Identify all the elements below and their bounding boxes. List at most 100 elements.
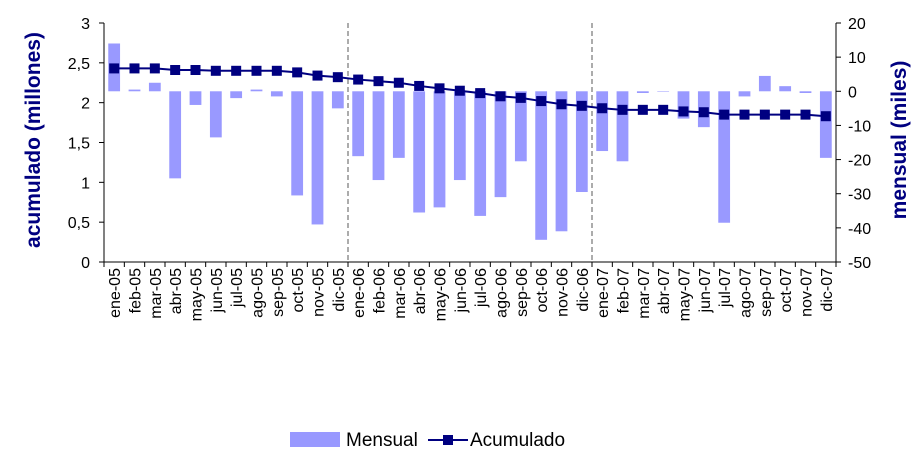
right-axis-title: mensual (miles) bbox=[888, 61, 911, 220]
bar-mensual-mar-07 bbox=[636, 91, 649, 93]
bar-mensual-mar-05 bbox=[148, 82, 161, 92]
x-tick-label-oct-07: oct-07 bbox=[778, 268, 795, 313]
marker-acumulado-oct-05 bbox=[292, 67, 303, 78]
bar-mensual-jul-07 bbox=[718, 91, 731, 223]
period-separators bbox=[347, 23, 593, 262]
right-tick-label: -40 bbox=[848, 221, 871, 238]
x-tick-label-may-05: may-05 bbox=[189, 268, 206, 321]
bar-mensual-may-06 bbox=[433, 91, 446, 208]
marker-acumulado-may-07 bbox=[678, 106, 689, 117]
x-tick-label-ago-06: ago-06 bbox=[494, 268, 511, 318]
x-tick-label-feb-05: feb-05 bbox=[128, 268, 145, 313]
marker-acumulado-ago-06 bbox=[495, 91, 506, 102]
marker-acumulado-dic-06 bbox=[576, 100, 587, 111]
legend-marker-acumulado bbox=[443, 435, 453, 445]
left-tick-label: 0 bbox=[81, 255, 90, 272]
marker-acumulado-feb-05 bbox=[129, 63, 140, 74]
x-tick-label-abr-07: abr-07 bbox=[656, 268, 673, 314]
bar-mensual-may-05 bbox=[189, 91, 202, 105]
bar-mensual-feb-07 bbox=[616, 91, 629, 162]
x-tick-label-nov-07: nov-07 bbox=[799, 268, 816, 317]
marker-acumulado-feb-07 bbox=[617, 104, 628, 115]
x-tick-label-mar-05: mar-05 bbox=[148, 268, 165, 319]
marker-acumulado-oct-06 bbox=[536, 96, 547, 107]
legend-swatch-mensual bbox=[290, 432, 340, 447]
marker-acumulado-mar-05 bbox=[149, 63, 160, 74]
marker-acumulado-sep-07 bbox=[759, 109, 770, 120]
x-tick-label-mar-06: mar-06 bbox=[392, 268, 409, 319]
marker-acumulado-jul-06 bbox=[475, 88, 486, 99]
x-tick-label-ago-07: ago-07 bbox=[738, 268, 755, 318]
bar-mensual-sep-05 bbox=[270, 91, 283, 97]
x-tick-label-nov-06: nov-06 bbox=[555, 268, 572, 317]
x-tick-label-sep-07: sep-07 bbox=[758, 268, 775, 317]
bar-mensual-nov-06 bbox=[555, 91, 568, 232]
bar-mensual-mar-06 bbox=[392, 91, 405, 158]
bar-mensual-may-07 bbox=[677, 91, 690, 119]
marker-acumulado-jun-06 bbox=[454, 85, 465, 96]
x-tick-label-jul-07: jul-07 bbox=[717, 268, 734, 308]
right-tick-label: 10 bbox=[848, 50, 866, 67]
x-tick-label-abr-05: abr-05 bbox=[168, 268, 185, 314]
marker-acumulado-abr-07 bbox=[658, 104, 669, 115]
marker-acumulado-sep-06 bbox=[515, 92, 526, 103]
marker-acumulado-feb-06 bbox=[373, 76, 384, 87]
left-tick-label: 3 bbox=[81, 16, 90, 33]
x-tick-label-mar-07: mar-07 bbox=[636, 268, 653, 319]
x-tick-label-abr-06: abr-06 bbox=[412, 268, 429, 314]
marker-acumulado-jun-07 bbox=[698, 107, 709, 118]
marker-acumulado-ago-05 bbox=[251, 65, 262, 76]
marker-acumulado-dic-05 bbox=[332, 72, 343, 83]
bar-mensual-jun-05 bbox=[209, 91, 222, 138]
x-tick-label-jun-05: jun-05 bbox=[209, 268, 226, 314]
x-tick-labels: ene-05 feb-05 mar-05 abr-05 may-05 jun-05 jul-… bbox=[107, 268, 836, 321]
marker-acumulado-ago-07 bbox=[739, 109, 750, 120]
x-tick-label-nov-05: nov-05 bbox=[311, 268, 328, 317]
marker-acumulado-sep-05 bbox=[271, 65, 282, 76]
bar-mensual-jun-06 bbox=[453, 91, 466, 181]
x-tick-label-feb-07: feb-07 bbox=[616, 268, 633, 313]
bar-mensual-dic-06 bbox=[575, 91, 588, 193]
left-tick-label: 2,5 bbox=[68, 56, 90, 73]
legend: Mensual Acumulado bbox=[290, 430, 565, 451]
left-tick-label: 0,5 bbox=[68, 215, 90, 232]
x-tick-label-ene-06: ene-06 bbox=[351, 268, 368, 318]
left-axis-title: acumulado (millones) bbox=[22, 32, 45, 248]
left-tick-label: 2 bbox=[81, 96, 90, 113]
bar-mensual-ago-06 bbox=[494, 91, 507, 198]
bar-mensual-sep-07 bbox=[758, 75, 771, 92]
legend-label-mensual: Mensual bbox=[346, 430, 418, 451]
bar-mensual-oct-06 bbox=[535, 91, 548, 240]
x-tick-label-may-06: may-06 bbox=[433, 268, 450, 321]
axes bbox=[99, 22, 841, 267]
x-tick-label-dic-05: dic-05 bbox=[331, 268, 348, 312]
x-tick-label-jun-07: jun-07 bbox=[697, 268, 714, 314]
marker-acumulado-may-06 bbox=[434, 83, 445, 94]
marker-acumulado-mar-06 bbox=[393, 77, 404, 88]
right-tick-label: 20 bbox=[848, 16, 866, 33]
right-tick-label: -10 bbox=[848, 118, 871, 135]
marker-acumulado-ene-07 bbox=[597, 103, 608, 114]
right-tick-label: -30 bbox=[848, 187, 871, 204]
right-tick-label: -50 bbox=[848, 255, 871, 272]
bar-mensual-nov-07 bbox=[799, 91, 812, 93]
bar-mensual-dic-07 bbox=[819, 91, 832, 158]
x-tick-label-ene-07: ene-07 bbox=[595, 268, 612, 318]
left-tick-label: 1 bbox=[81, 175, 90, 192]
marker-acumulado-dic-07 bbox=[820, 111, 831, 122]
marker-acumulado-abr-05 bbox=[170, 65, 181, 75]
marker-acumulado-jul-07 bbox=[719, 109, 730, 120]
marker-acumulado-nov-07 bbox=[800, 109, 811, 120]
x-tick-label-ago-05: ago-05 bbox=[250, 268, 267, 318]
marker-acumulado-jun-05 bbox=[210, 65, 221, 76]
bar-mensual-jul-05 bbox=[230, 91, 243, 99]
right-tick-labels: -50 -40 -30 -20 -10 0 10 20 bbox=[848, 16, 871, 272]
bar-mensual-feb-05 bbox=[128, 89, 141, 92]
bar-mensual-nov-05 bbox=[311, 91, 324, 225]
x-tick-label-may-07: may-07 bbox=[677, 268, 694, 321]
marker-acumulado-nov-06 bbox=[556, 99, 567, 110]
marker-acumulado-ene-05 bbox=[109, 63, 120, 74]
bar-mensual-jul-06 bbox=[474, 91, 487, 216]
right-tick-label: -20 bbox=[848, 153, 871, 170]
marker-acumulado-oct-07 bbox=[780, 109, 791, 120]
